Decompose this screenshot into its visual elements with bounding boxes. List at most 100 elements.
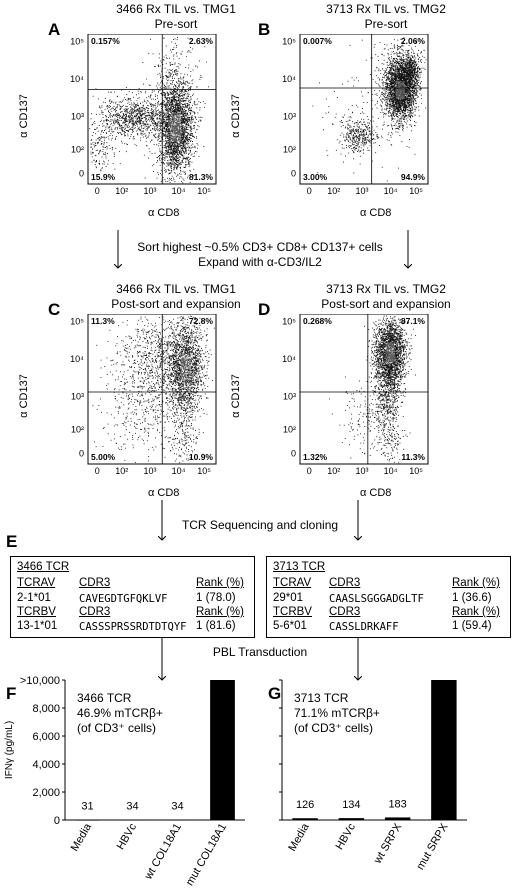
panel-letter-b: B xyxy=(258,20,271,39)
tcr-header-v: TCRBV xyxy=(273,606,312,618)
flow-plot-d: 0.268% 87.1% 1.32% 11.3% 10⁵ 10⁴ 10³ 10² 0 xyxy=(282,314,429,465)
panel-title-line1: 3713 Rx TIL vs. TMG2 xyxy=(326,2,446,16)
panel-title: 3466 Rx TIL vs. TMG1 Pre-sort xyxy=(56,2,296,32)
sort-text-line2: Expand with α-CD3/IL2 xyxy=(198,255,322,269)
x-tick-label: 0 xyxy=(94,466,100,476)
bar-value-label: 34 xyxy=(171,801,183,813)
panel-title-line1: 3713 Rx TIL vs. TMG2 xyxy=(326,282,446,296)
y-tick-label: 0 xyxy=(54,815,60,827)
y-tick-label: 0 xyxy=(291,169,296,179)
tcr-v-gene: 2-1*01 xyxy=(17,592,51,604)
event-dots xyxy=(329,315,416,464)
panel-letter-c: C xyxy=(48,300,61,319)
flow-plot-a: 0.157% 2.63% 15.9% 81.3% 10⁵ 10⁴ 10³ 10² 0 xyxy=(70,34,217,185)
y-tick-label: 8,000 xyxy=(32,703,60,715)
category-label: wt SRPX xyxy=(371,821,404,867)
tcr-rank: 1 (81.6) xyxy=(196,620,236,632)
plot-frame xyxy=(299,34,429,185)
tcr-header-v: TCRAV xyxy=(17,577,56,589)
quadrant-percent: 2.06% xyxy=(401,36,426,46)
tcr-header-cdr3: CDR3 xyxy=(79,577,111,589)
panel-title-line1: 3466 Rx TIL vs. TMG1 xyxy=(116,282,236,296)
tcr-cdr3-seq: CAVEGDTGFQKLVF xyxy=(79,593,168,605)
quadrant-percent: 87.1% xyxy=(401,316,426,326)
chart-annotation: 71.1% mTCRβ+ xyxy=(294,706,380,720)
y-tick-label: 10⁴ xyxy=(282,74,296,84)
quadrant-percent: 0.157% xyxy=(91,36,120,46)
y-tick-label: 10³ xyxy=(71,392,84,402)
quadrant-percent: 94.9% xyxy=(401,172,426,182)
tcr-cdr3-seq: CAASLSGGGADGLTF xyxy=(329,593,424,605)
tcr-table-3466: 3466 TCR TCRAV CDR3 Rank (%) 2-1*01 CAVE… xyxy=(10,556,255,638)
event-dots xyxy=(92,315,215,464)
y-tick-label: 4,000 xyxy=(32,759,60,771)
bar-value-label: 34 xyxy=(126,801,138,813)
y-tick-label: 10⁴ xyxy=(70,74,84,84)
tcr-header-rank: Rank (%) xyxy=(196,606,244,618)
x-tick-label: 0 xyxy=(306,186,312,196)
tcr-header-cdr3: CDR3 xyxy=(329,577,361,589)
quadrant-percent: 11.3% xyxy=(401,452,425,462)
x-axis-label: α CD8 xyxy=(360,207,392,219)
category-label: HBVc xyxy=(115,821,140,852)
tcr-sequencing-label: TCR Sequencing and cloning xyxy=(181,518,339,532)
x-tick-label: 10⁴ xyxy=(383,466,398,476)
x-axis-label: α CD8 xyxy=(148,207,180,219)
y-tick-label: 10⁴ xyxy=(70,354,84,364)
y-tick-label: 10² xyxy=(283,145,296,155)
y-tick-label: 10⁴ xyxy=(282,354,296,364)
flow-plot-b: 0.007% 2.06% 3.00% 94.9% 10⁵ 10⁴ 10³ 10² 0 xyxy=(282,34,429,185)
y-tick-label: 10³ xyxy=(71,112,84,122)
tcr-cdr3-seq: CASSLDRKAFF xyxy=(329,621,399,633)
tcr-v-gene: 5-6*01 xyxy=(273,620,307,632)
x-tick-label: 10³ xyxy=(143,186,157,196)
tcr-v-gene: 29*01 xyxy=(273,592,304,604)
chart-annotation: 3713 TCR xyxy=(294,691,349,705)
x-axis-label: α CD8 xyxy=(360,487,392,499)
tcr-header-v: TCRAV xyxy=(273,577,312,589)
tcr-header-cdr3: CDR3 xyxy=(329,606,361,618)
x-tick-label: 10⁵ xyxy=(197,186,211,196)
category-label: HBVc xyxy=(334,821,359,852)
x-tick-label: 10⁵ xyxy=(197,466,211,476)
tcr-cdr3-seq: CASSSPRSSRDTDTQYF xyxy=(79,621,187,633)
y-tick-label: 0 xyxy=(291,449,296,459)
x-tick-label: 10⁴ xyxy=(171,466,186,476)
quadrant-percent: 2.63% xyxy=(189,36,214,46)
bar-value-label: 134 xyxy=(342,799,360,811)
chart-annotation: 46.9% mTCRβ+ xyxy=(77,706,163,720)
sort-instructions: Sort highest ~0.5% CD3+ CD8+ CD137+ cell… xyxy=(110,240,410,270)
x-tick-label: 10² xyxy=(327,466,341,476)
y-axis-label: IFNγ (pg/mL) xyxy=(4,721,15,779)
sort-text-line1: Sort highest ~0.5% CD3+ CD8+ CD137+ cell… xyxy=(137,240,383,254)
quadrant-percent: 1.32% xyxy=(303,452,328,462)
x-tick-label: 10² xyxy=(327,186,341,196)
panel-title: 3466 Rx TIL vs. TMG1 Post-sort and expans… xyxy=(56,282,296,312)
plot-frame xyxy=(299,314,429,465)
y-tick-label: 10³ xyxy=(283,112,296,122)
panel-title-line2: Post-sort and expansion xyxy=(321,297,451,311)
bar xyxy=(338,818,365,820)
x-tick-label: 10² xyxy=(115,186,129,196)
panel-title-line2: Pre-sort xyxy=(154,17,198,31)
panel-letter-a: A xyxy=(48,20,61,39)
bar-value-label: 31 xyxy=(81,801,93,813)
tcr-rank: 1 (36.6) xyxy=(452,592,492,604)
panel-title-line2: Post-sort and expansion xyxy=(111,297,241,311)
x-tick-label: 0 xyxy=(94,186,100,196)
bar xyxy=(431,680,457,820)
bar xyxy=(165,819,190,821)
panel-title-line1: 3466 Rx TIL vs. TMG1 xyxy=(116,2,236,16)
bar xyxy=(120,819,145,821)
category-label: Media xyxy=(286,821,312,854)
y-tick-label: 10⁵ xyxy=(282,317,296,327)
panel-letter-g: G xyxy=(268,684,282,703)
y-tick-label: 10² xyxy=(71,145,84,155)
bar xyxy=(75,819,100,821)
chart-annotation: 3466 TCR xyxy=(77,691,132,705)
panel-title: 3713 Rx TIL vs. TMG2 Post-sort and expans… xyxy=(266,282,506,312)
y-tick-label: 10² xyxy=(283,425,296,435)
panel-letter-f: F xyxy=(6,684,17,703)
